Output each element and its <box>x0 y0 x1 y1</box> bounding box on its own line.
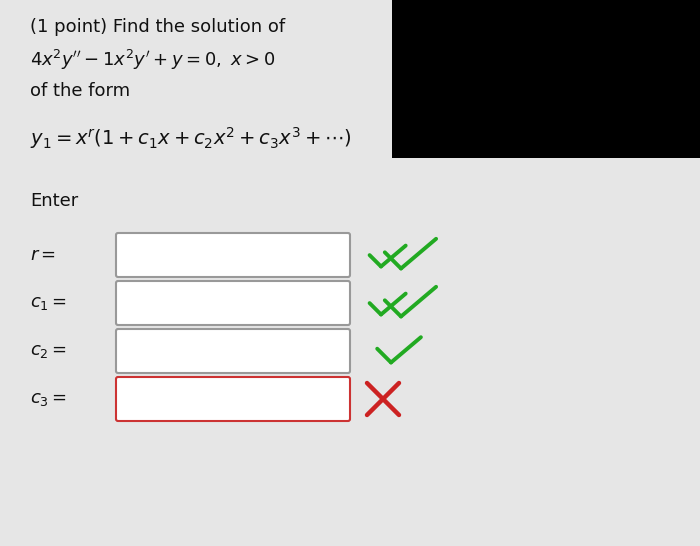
Text: $c_1 =$: $c_1 =$ <box>30 294 67 312</box>
Bar <box>392 0 700 158</box>
Text: $c_3 =$: $c_3 =$ <box>30 390 67 408</box>
FancyBboxPatch shape <box>116 281 350 325</box>
Text: (1 point) Find the solution of: (1 point) Find the solution of <box>30 18 285 36</box>
Text: $y_1 = x^r(1 + c_1x + c_2x^2 + c_3x^3 + \cdots)$: $y_1 = x^r(1 + c_1x + c_2x^2 + c_3x^3 + … <box>30 125 352 151</box>
Text: 1/2: 1/2 <box>128 246 157 264</box>
Text: Enter: Enter <box>30 192 78 210</box>
FancyBboxPatch shape <box>116 377 350 421</box>
Text: $4x^2y'' - 1x^2y' + y = 0, \ x > 0$: $4x^2y'' - 1x^2y' + y = 0, \ x > 0$ <box>30 48 276 72</box>
Text: 5/512: 5/512 <box>128 390 180 408</box>
FancyBboxPatch shape <box>116 233 350 277</box>
FancyBboxPatch shape <box>116 329 350 373</box>
Text: $r =$: $r =$ <box>30 246 56 264</box>
Text: 1/8: 1/8 <box>128 294 157 312</box>
Text: of the form: of the form <box>30 82 130 100</box>
Text: $c_2 =$: $c_2 =$ <box>30 342 67 360</box>
Text: 3/256: 3/256 <box>128 342 180 360</box>
